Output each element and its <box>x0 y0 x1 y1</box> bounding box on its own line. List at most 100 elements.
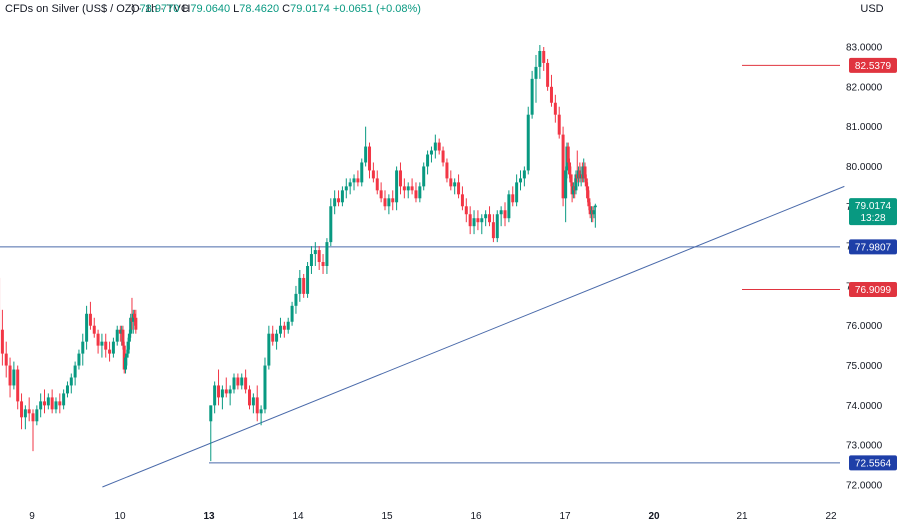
horizontal-levels <box>0 64 840 464</box>
candle-body <box>566 146 570 163</box>
candle-body <box>321 262 325 266</box>
candle <box>522 166 526 187</box>
candle-body <box>587 198 591 207</box>
candle <box>488 206 492 227</box>
time-axis[interactable]: 9 10 13 14 15 16 17 20 21 22 <box>29 511 837 522</box>
candle <box>546 58 550 91</box>
candle <box>321 254 325 274</box>
candle <box>77 349 81 370</box>
candle <box>329 198 333 247</box>
candle-body <box>220 389 224 398</box>
candle-body <box>503 210 507 219</box>
candle-body <box>593 205 597 208</box>
candle-body <box>69 377 73 386</box>
candle <box>267 325 271 370</box>
change-value: +0.0651 (+0.08%) <box>332 3 421 15</box>
candle <box>519 170 522 191</box>
candle <box>217 369 221 406</box>
time-tick-label: 14 <box>292 511 304 522</box>
candle-body <box>259 409 263 414</box>
candle-body <box>127 333 131 342</box>
candle-body <box>464 206 468 215</box>
low-value: 78.4620 <box>239 3 280 15</box>
low-label: L <box>233 3 240 15</box>
candle <box>85 305 89 350</box>
candle <box>549 74 553 107</box>
candle-body <box>429 150 433 155</box>
candle <box>352 174 356 191</box>
candle-body <box>247 389 251 406</box>
time-tick-label: 16 <box>470 511 482 522</box>
candle <box>468 206 472 235</box>
candle-body <box>244 377 248 390</box>
candle-body <box>406 186 410 191</box>
candle-body <box>92 325 96 334</box>
candle <box>453 178 457 195</box>
candle <box>398 162 402 195</box>
ohlc-values: O78.9770 H79.0640 L78.4620 C79.0174 +0.0… <box>131 3 421 15</box>
candle-body <box>375 178 379 191</box>
candle <box>406 182 410 199</box>
candle-body <box>410 186 414 191</box>
candle <box>495 210 499 243</box>
candle <box>23 405 27 430</box>
candle-body <box>549 86 553 103</box>
candle <box>368 142 372 179</box>
candle-body <box>122 345 126 370</box>
candle-body <box>4 353 8 366</box>
time-tick-label: 10 <box>114 511 126 522</box>
last-price-box <box>849 198 897 226</box>
candle-body <box>54 401 58 410</box>
symbol-title[interactable]: CFDs on Silver (US$ / OZ) · 1h · TVC <box>5 3 189 15</box>
candle-body <box>398 170 402 187</box>
candle-body <box>302 277 306 294</box>
candle <box>100 333 104 358</box>
candle <box>247 385 251 410</box>
candle-body <box>126 341 130 354</box>
candle-body <box>472 218 476 227</box>
time-tick-label: 13 <box>203 511 215 522</box>
candle-body <box>534 66 538 79</box>
candle <box>484 210 488 227</box>
candle-body <box>251 397 255 406</box>
candle <box>255 385 259 422</box>
price-tick-label: 76.0000 <box>846 321 883 332</box>
candle <box>507 190 511 223</box>
currency-button[interactable]: USD <box>860 3 884 15</box>
candle <box>476 210 480 231</box>
candle-body <box>364 146 368 163</box>
candle <box>65 381 69 398</box>
candle-body <box>352 178 356 183</box>
candle <box>46 393 50 410</box>
candle-body <box>546 62 550 87</box>
candle-body <box>275 333 279 342</box>
candle <box>228 385 232 406</box>
candle <box>571 182 575 199</box>
candle <box>8 357 12 398</box>
candle <box>286 317 290 334</box>
candle-body <box>325 242 329 266</box>
candle-body <box>584 178 588 187</box>
candle-body <box>317 250 321 263</box>
candle-body <box>129 317 133 334</box>
candle-body <box>290 305 294 322</box>
candle <box>27 397 31 422</box>
last-price-label: 79.0174 <box>855 201 892 212</box>
close-label: C <box>282 3 291 15</box>
chart-legend: CFDs on Silver (US$ / OZ) · 1h · TVC O78… <box>0 0 840 18</box>
candle-body <box>263 365 267 410</box>
candle <box>433 134 437 159</box>
candle-body <box>240 377 244 386</box>
candle <box>402 178 406 199</box>
candle-body <box>111 341 115 354</box>
candle <box>414 182 418 203</box>
candle <box>557 106 561 139</box>
price-axis[interactable]: 83.000082.000081.000080.000079.000078.00… <box>846 43 883 492</box>
candle <box>418 182 422 203</box>
candle-body <box>387 198 391 207</box>
candle <box>387 194 391 215</box>
candle-body <box>414 190 418 199</box>
candle <box>290 301 294 326</box>
